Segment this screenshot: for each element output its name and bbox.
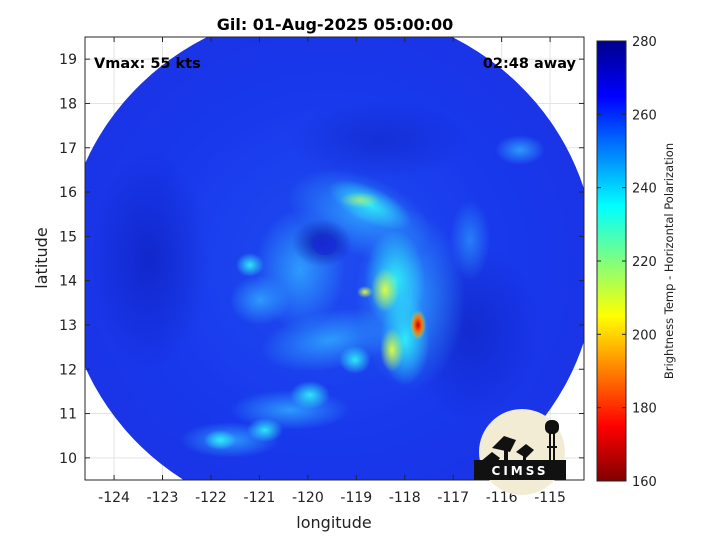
y-tick-label: 18 [59,96,77,112]
x-tick-label: -116 [486,490,518,506]
y-tick-label: 11 [59,407,77,423]
y-tick-label: 19 [59,52,77,68]
warm-core [371,268,399,312]
min-temperature-spot [410,310,426,340]
y-tick-label: 12 [59,362,77,378]
y-tick-marks: 10 11 12 13 14 15 16 17 18 19 [59,52,584,467]
logo-text: CIMSS [492,464,549,478]
y-tick-label: 13 [59,318,77,334]
colorbar: 280 260 240 220 200 180 160 Brightness Temp - … [596,35,676,490]
colorbar-tick-label: 180 [632,402,657,417]
cold-sea-region [90,150,210,370]
storm-features [90,100,545,458]
colorbar-tick-label: 200 [632,328,657,343]
x-tick-label: -123 [147,490,179,506]
rain-band [495,135,545,165]
y-tick-label: 14 [59,274,77,290]
convective-band [204,430,236,450]
swath-layer [85,37,584,480]
x-tick-label: -115 [534,490,566,506]
warm-core [357,286,373,298]
storm-eye-center [313,235,337,255]
x-tick-marks: -124 -123 -122 -121 -120 -119 -118 -117 -116 -115 [98,37,566,506]
y-tick-label: 15 [59,229,77,245]
plot-frame [84,36,585,481]
rain-band [230,275,290,325]
y-axis-label: latitude [32,227,51,288]
logo-banner [474,460,566,480]
x-tick-label: -121 [244,490,276,506]
convective-band [247,418,283,442]
chart-title: Gil: 01-Aug-2025 05:00:00 [217,15,454,34]
warm-core [380,328,404,372]
x-tick-label: -124 [98,490,130,506]
y-tick-label: 17 [59,141,77,157]
cimss-logo: CIMSS [474,409,566,495]
y-tick-label: 10 [59,451,77,467]
convective-band [290,381,330,409]
convective-band [236,253,264,277]
cold-sea-region [290,100,470,180]
x-axis-label: longitude [296,513,371,532]
y-tick-label: 16 [59,185,77,201]
x-tick-label: -122 [195,490,227,506]
colorbar-ticks: 280 260 240 220 200 180 160 [597,35,657,490]
rain-band [450,200,490,280]
warm-core [340,192,380,208]
colorbar-tick-label: 240 [632,182,657,197]
colorbar-gradient [596,40,627,482]
plot-area: -124 -123 -122 -121 -120 -119 -118 -117 -116 -115… [59,36,585,506]
colorbar-tick-label: 220 [632,255,657,270]
colorbar-label: Brightness Temp - Horizontal Polarizatio… [662,143,676,379]
vmax-annotation: Vmax: 55 kts [94,56,201,72]
colorbar-tick-label: 160 [632,475,657,490]
satellite-dish-icon [492,436,516,452]
x-tick-label: -120 [292,490,324,506]
colorbar-tick-label: 260 [632,108,657,123]
time-away-annotation: 02:48 away [483,56,577,72]
x-tick-label: -119 [340,490,372,506]
colorbar-tick-label: 280 [632,35,657,50]
water-tower-icon [545,420,559,434]
x-tick-label: -117 [437,490,469,506]
brightness-temperature-swath [85,37,584,480]
convective-band [339,346,371,374]
x-tick-label: -118 [389,490,421,506]
